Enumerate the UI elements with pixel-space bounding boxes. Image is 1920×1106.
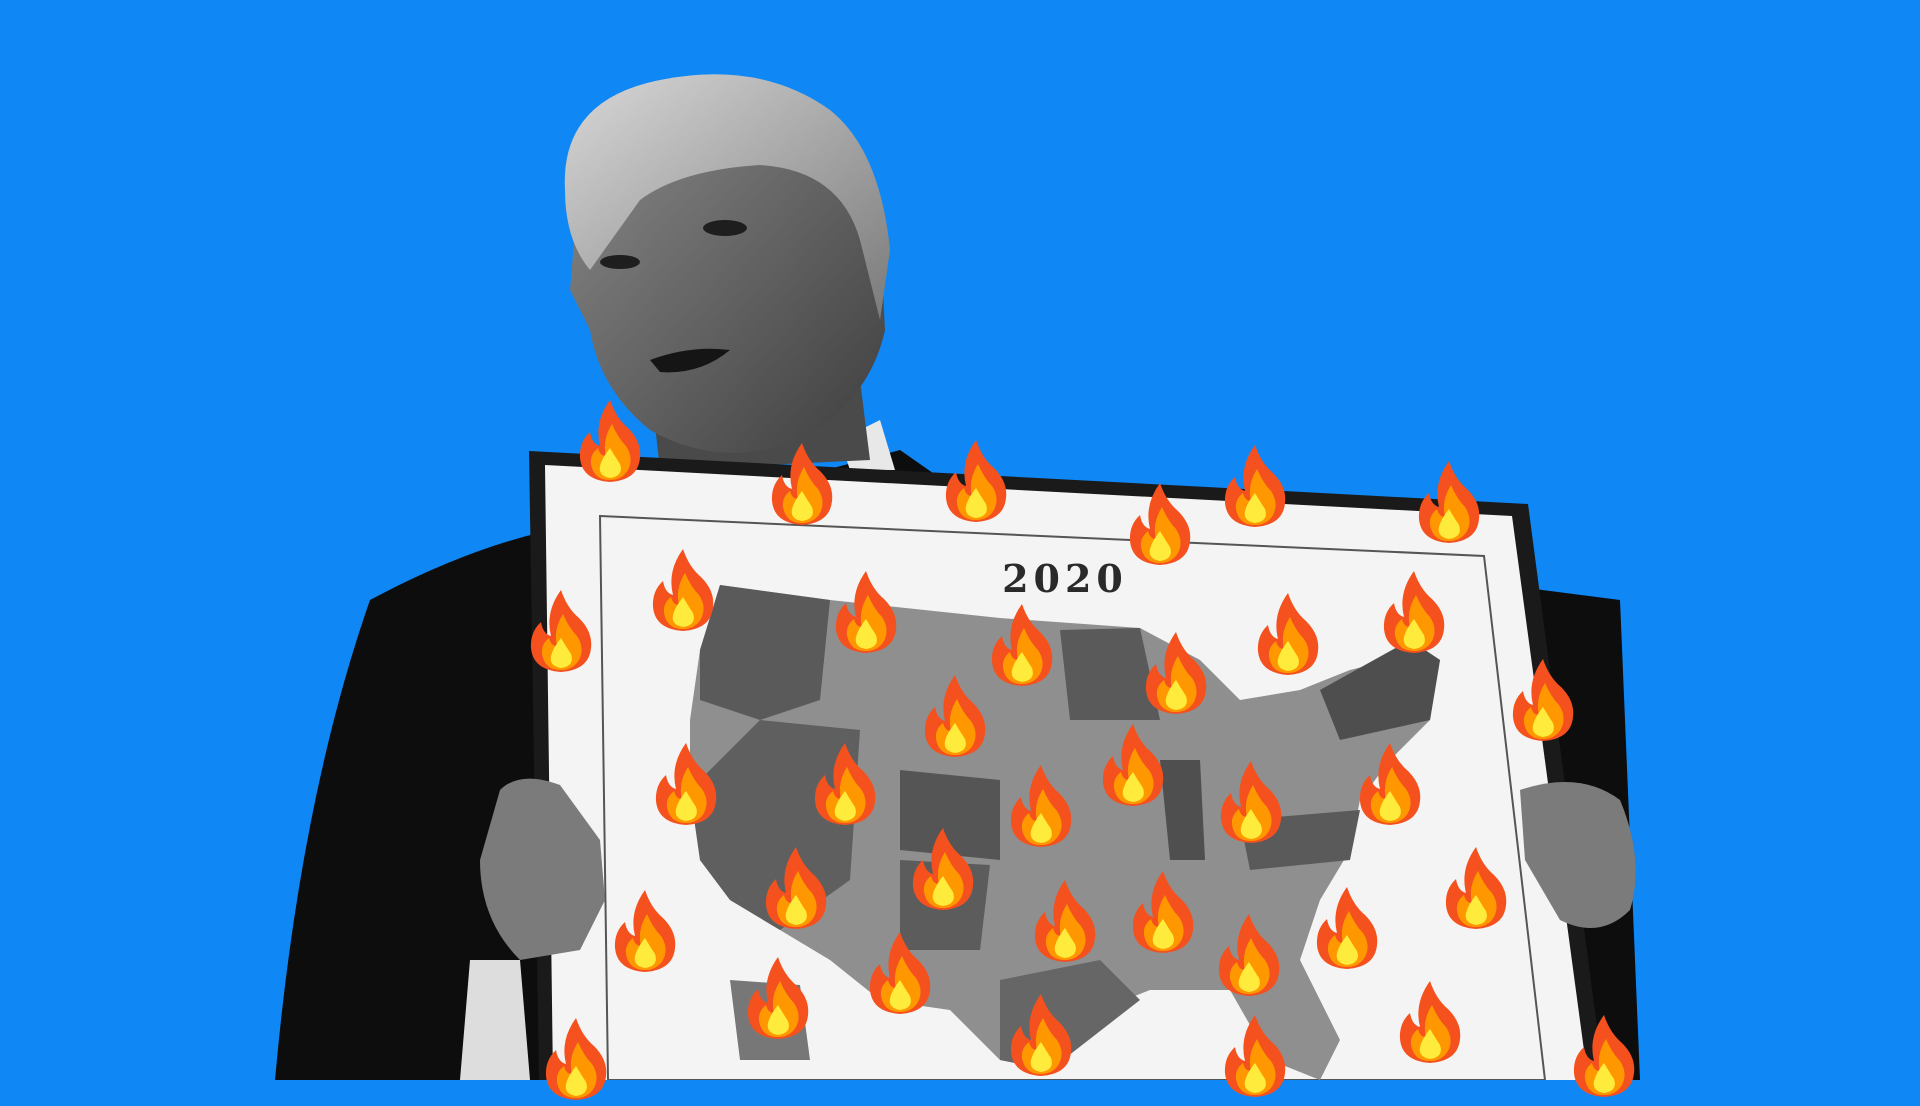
fire-emoji-icon [744,955,812,1041]
fire-emoji-icon [542,1016,610,1102]
fire-emoji-icon [1570,1013,1638,1099]
fire-emoji-icon [1380,569,1448,655]
fire-emoji-icon [1031,878,1099,964]
left-hand [480,778,605,960]
fire-emoji-icon [1126,481,1194,567]
fire-emoji-icon [1442,845,1510,931]
fire-emoji-icon [1356,741,1424,827]
fire-emoji-icon [942,438,1010,524]
fire-emoji-icon [652,741,720,827]
fire-emoji-icon [1396,979,1464,1065]
fire-emoji-icon [762,845,830,931]
fire-emoji-icon [811,741,879,827]
fire-emoji-icon [1313,885,1381,971]
collage-illustration [275,74,1640,1080]
fire-emoji-icon [649,547,717,633]
fire-emoji-icon [1215,912,1283,998]
fire-emoji-icon [1142,630,1210,716]
fire-emoji-icon [1007,763,1075,849]
fire-emoji-icon [1129,869,1197,955]
fire-emoji-icon [832,569,900,655]
fire-emoji-icon [611,888,679,974]
fire-emoji-icon [768,441,836,527]
fire-emoji-icon [1221,443,1289,529]
fire-emoji-icon [1254,591,1322,677]
fire-emoji-icon [1415,459,1483,545]
fire-emoji-icon [866,930,934,1016]
fire-emoji-icon [527,588,595,674]
right-hand [1520,782,1636,928]
fire-emoji-icon [1221,1013,1289,1099]
fire-emoji-icon [576,398,644,484]
fire-emoji-icon [1007,992,1075,1078]
fire-emoji-icon [1217,759,1285,845]
fire-emoji-icon [988,602,1056,688]
map-year-label: 2020 [1002,556,1128,601]
fire-emoji-icon [1509,657,1577,743]
hair [564,74,890,321]
fire-emoji-icon [921,673,989,759]
fire-emoji-icon [1099,722,1167,808]
fire-emoji-icon [909,826,977,912]
